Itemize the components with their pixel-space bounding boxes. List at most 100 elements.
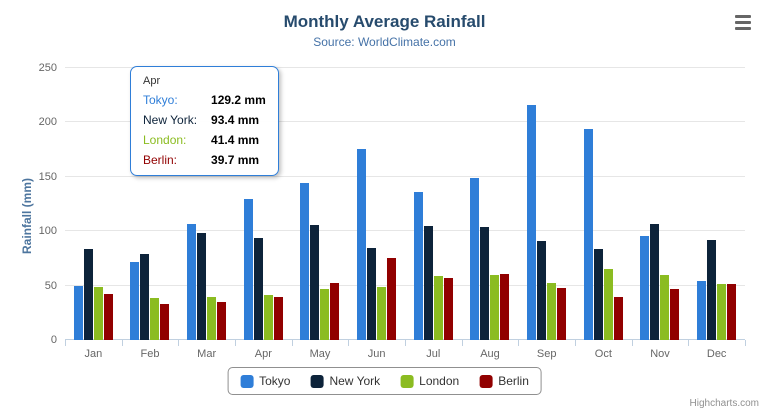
bar-berlin-nov[interactable] [670,289,680,340]
bar-group-aug [462,68,519,340]
bar-berlin-mar[interactable] [217,302,227,340]
y-axis-label: 250 [38,62,57,74]
bar-london-mar[interactable] [207,297,217,340]
export-menu-button[interactable] [729,10,757,34]
tooltip-series-name: London: [143,133,187,147]
bar-new-york-feb[interactable] [140,254,150,340]
x-axis-label-feb: Feb [140,348,160,360]
legend-swatch-icon [310,374,324,388]
bar-new-york-nov[interactable] [650,224,660,340]
bar-london-may[interactable] [320,288,330,340]
x-axis-tick [235,340,236,346]
legend-label: Berlin [498,374,529,388]
tooltip-rows: Tokyo: 129.2 mm New York: 93.4 mm London: 41.… [143,93,266,167]
x-axis-line [65,339,745,340]
bar-group-may [292,68,349,340]
bar-berlin-dec[interactable] [727,284,737,340]
tooltip-series-name: New York: [143,113,198,127]
bar-new-york-oct[interactable] [593,249,603,340]
bar-tokyo-feb[interactable] [130,262,140,340]
bar-berlin-may[interactable] [330,282,340,340]
bar-new-york-dec[interactable] [707,239,717,340]
y-gridline [65,175,745,177]
x-axis-tick [461,340,463,346]
bar-berlin-jul[interactable] [443,277,453,340]
legend-label: Tokyo [259,374,291,388]
credits-link[interactable]: Highcharts.com [689,398,759,409]
bar-berlin-jan[interactable] [103,293,113,340]
bar-london-oct[interactable] [603,269,613,340]
bar-new-york-sep[interactable] [537,240,547,340]
legend-item-berlin[interactable]: Berlin [479,374,529,388]
bar-london-jan[interactable] [93,286,103,340]
x-axis-label-oct: Oct [594,348,612,360]
x-axis-label-dec: Dec [706,348,727,360]
bar-london-feb[interactable] [150,297,160,340]
hamburger-icon [735,14,751,18]
bar-tokyo-apr[interactable] [243,199,253,340]
legend-swatch-icon [240,374,254,388]
bar-tokyo-sep[interactable] [527,104,537,340]
bar-new-york-jul[interactable] [423,225,433,340]
tooltip-series-name: Tokyo: [143,93,178,107]
bar-tokyo-oct[interactable] [583,128,593,340]
bar-berlin-oct[interactable] [613,297,623,340]
y-gridline [65,230,745,232]
bar-berlin-sep[interactable] [557,288,567,340]
bar-tokyo-aug[interactable] [470,178,480,340]
hamburger-icon [735,20,751,24]
tooltip-series-value: 41.4 mm [211,133,260,147]
x-axis-tick [178,340,180,346]
bar-tokyo-mar[interactable] [187,224,197,340]
legend-item-tokyo[interactable]: Tokyo [240,374,290,388]
bar-new-york-may[interactable] [310,224,320,340]
bar-london-aug[interactable] [490,275,500,340]
bar-new-york-aug[interactable] [480,226,490,340]
bar-new-york-jan[interactable] [83,249,93,340]
x-axis-label-mar: Mar [197,348,217,360]
y-axis-label: 100 [38,225,57,238]
bar-tokyo-nov[interactable] [640,236,650,340]
bar-berlin-aug[interactable] [500,274,510,340]
x-axis-label-may: May [309,348,331,360]
bar-london-jul[interactable] [433,275,443,340]
tooltip: Apr Tokyo: 129.2 mm New York: 93.4 mm London… [130,66,279,176]
x-axis-tick [745,340,746,346]
bar-tokyo-jun[interactable] [357,148,367,340]
x-axis-tick [575,340,576,346]
bar-london-apr[interactable] [263,294,273,340]
bar-group-jan [65,68,122,340]
bar-london-jun[interactable] [377,287,387,340]
bar-london-nov[interactable] [660,275,670,340]
legend: Tokyo New York London Berlin [227,367,542,395]
x-axis-label-nov: Nov [650,348,670,360]
bar-london-dec[interactable] [717,284,727,340]
bar-new-york-apr[interactable] [253,238,263,340]
x-axis-label-sep: Sep [536,348,557,360]
x-axis-tick [631,340,633,346]
legend-label: New York [329,374,381,388]
bar-tokyo-jul[interactable] [413,192,423,340]
legend-item-new-york[interactable]: New York [310,374,380,388]
bar-tokyo-dec[interactable] [697,280,707,340]
bar-tokyo-may[interactable] [300,183,310,340]
plot-area: 0 50 100 150 200 250 Jan Feb Mar Apr May Jun Jul Aug S… [39,62,746,360]
bar-tokyo-jan[interactable] [73,285,83,340]
hamburger-icon [735,26,751,30]
bar-berlin-apr[interactable] [273,296,283,340]
x-axis-tick [405,340,406,346]
tooltip-series-value: 39.7 mm [211,153,260,167]
x-axis-label-aug: Aug [480,348,500,360]
tooltip-series-name: Berlin: [143,153,178,167]
legend-swatch-icon [479,374,493,388]
bar-berlin-feb[interactable] [160,303,170,340]
bar-new-york-mar[interactable] [197,232,207,340]
legend-item-london[interactable]: London [400,374,459,388]
y-gridline [65,67,745,68]
bar-berlin-jun[interactable] [387,257,397,340]
bar-new-york-jun[interactable] [367,248,377,340]
x-axis-tick [348,340,350,346]
bar-london-sep[interactable] [547,283,557,340]
bar-group-sep [518,68,575,340]
tooltip-series-value: 129.2 mm [211,93,266,107]
